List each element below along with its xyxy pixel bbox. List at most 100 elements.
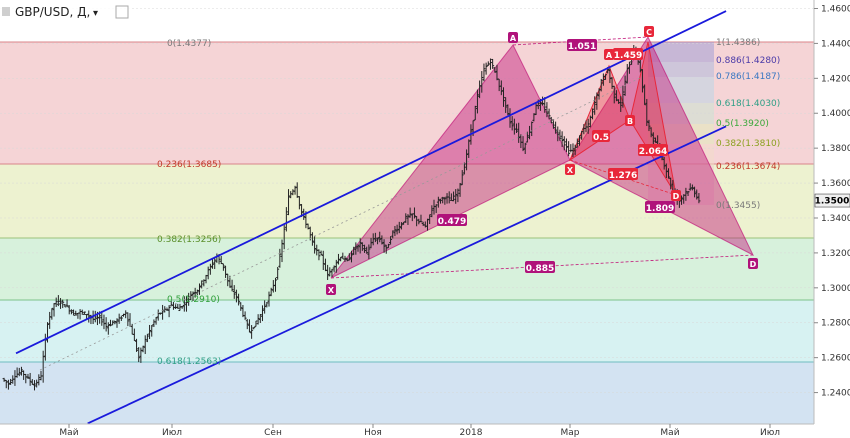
ohlc-bar [343, 255, 347, 262]
y-tick-label: 1.3800 [821, 144, 850, 154]
ohlc-bar [213, 256, 217, 270]
price-axis[interactable]: 1.2400 1.2600 1.2800 1.3000 1.3200 1.3400 1.36… [813, 0, 850, 438]
y-tick-label: 1.4200 [821, 74, 850, 84]
ohlc-bar [506, 104, 510, 116]
ohlc-bar [258, 314, 262, 323]
ohlc-bar [391, 230, 395, 239]
ohlc-bar [638, 59, 642, 73]
ohlc-bar [591, 108, 595, 120]
ohlc-bar [604, 74, 608, 80]
ohlc-bar [389, 236, 393, 245]
ratio-tag: 1.276 [608, 168, 638, 181]
ohlc-bar [252, 326, 256, 330]
dropdown-caret-icon[interactable]: ▾ [93, 8, 98, 19]
ohlc-bar [50, 307, 54, 320]
fib-right-label: 0.786(1.4187) [716, 72, 780, 82]
ohlc-bar [690, 184, 694, 191]
ohlc-bar [688, 183, 692, 191]
ohlc-bar [571, 143, 575, 158]
ohlc-bar [562, 136, 566, 151]
ohlc-bar [254, 320, 258, 327]
ratio-label: 0.479 [438, 217, 466, 227]
pattern-point-label: B [627, 117, 633, 126]
ohlc-bar [54, 297, 58, 307]
ohlc-bar [621, 85, 625, 108]
ohlc-bar [454, 189, 458, 204]
ohlc-bar [460, 170, 464, 186]
ohlc-bar [104, 317, 108, 332]
ohlc-bar [100, 310, 104, 326]
ohlc-bar [115, 318, 119, 328]
ohlc-bar [367, 244, 371, 260]
ohlc-bar [686, 191, 690, 197]
pattern-point-label: A [606, 51, 613, 60]
ohlc-bar [488, 58, 492, 70]
ohlc-bar [530, 121, 534, 137]
ohlc-bar [386, 243, 390, 249]
ohlc-bar [65, 299, 69, 307]
ohlc-bar [59, 298, 63, 309]
ohlc-bar [643, 84, 647, 106]
ohlc-bar [504, 97, 508, 113]
ohlc-bar [263, 300, 267, 314]
ohlc-bar [195, 289, 199, 296]
ohlc-bar [380, 235, 384, 245]
ohlc-bar [619, 96, 623, 112]
ohlc-bar [145, 333, 149, 343]
ohlc-bar [593, 96, 597, 115]
ohlc-bar [330, 268, 334, 278]
ratio-tag: 0.885 [525, 261, 555, 274]
ohlc-bar [378, 231, 382, 243]
ohlc-bar [697, 193, 701, 204]
ohlc-bar [80, 309, 84, 315]
ohlc-bar [256, 314, 260, 325]
ohlc-bar [373, 232, 377, 243]
ohlc-bar [473, 105, 477, 121]
fib-right-label: 0.236(1.3674) [716, 162, 780, 172]
ohlc-bar [647, 119, 651, 132]
ohlc-bar [143, 335, 147, 355]
ohlc-bar [595, 92, 599, 110]
ohlc-bar [510, 116, 514, 131]
ohlc-bar [126, 312, 130, 327]
channel-line-1 [15, 10, 727, 355]
pattern-point: D [748, 258, 758, 269]
ohlc-bar [475, 89, 479, 114]
ohlc-bar [208, 263, 212, 275]
ohlc-bar [111, 320, 115, 326]
ohlc-bar [243, 311, 247, 320]
ohlc-bar [586, 118, 590, 134]
settings-square-icon[interactable] [115, 5, 129, 19]
ohlc-bar [580, 130, 584, 140]
time-axis[interactable]: Май Июл Сен Ноя 2018 Мар Май Июл [0, 423, 850, 438]
ohlc-bar [30, 379, 34, 385]
fib-right-label: 0.5(1.3920) [716, 119, 769, 129]
ohlc-bar [664, 163, 668, 178]
ohlc-bar [499, 80, 503, 96]
pattern-point-label: X [328, 286, 335, 295]
chart-type-icon[interactable] [2, 7, 10, 16]
ohlc-bar [334, 259, 338, 273]
pattern-point: B [625, 115, 635, 126]
ohlc-bar [560, 131, 564, 147]
ohlc-bar [150, 325, 154, 337]
x-tick-label: Май [660, 428, 679, 438]
fib-level-label: 0.5(1.2910) [167, 295, 220, 305]
ohlc-bar [599, 79, 603, 92]
ohlc-bar [137, 347, 141, 363]
ohlc-bar [82, 311, 86, 315]
ohlc-bar [267, 291, 271, 307]
fib-right-label: 0(1.3455) [716, 201, 760, 211]
ohlc-bar [458, 182, 462, 197]
ohlc-bar [601, 73, 605, 86]
ohlc-bar [430, 205, 434, 218]
ohlc-bar [139, 347, 143, 363]
ohlc-bar [653, 137, 657, 143]
ohlc-bar [17, 367, 21, 377]
ohlc-bar [182, 296, 186, 312]
ohlc-bar [293, 185, 297, 195]
x-tick-label: Июл [760, 428, 780, 438]
chart-legend: GBP/USD, Д, ▾ [0, 0, 130, 24]
ohlc-bar [532, 113, 536, 122]
